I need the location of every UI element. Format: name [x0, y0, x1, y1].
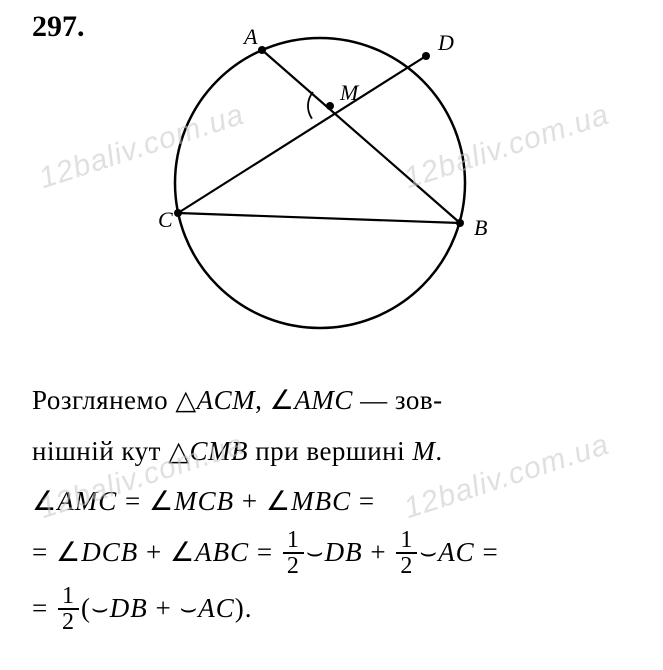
t2-cmb: CMB	[189, 436, 248, 466]
svg-text:C: C	[158, 207, 173, 232]
eq3-db: DB	[110, 593, 148, 623]
eq1-plus: +	[234, 486, 266, 516]
eq2-f1-den: 2	[283, 552, 304, 578]
eq2-start: =	[32, 537, 56, 567]
eq2-f2-den: 2	[396, 552, 417, 578]
eq3-plus: +	[148, 593, 180, 623]
t2a: нішній кут	[32, 436, 168, 466]
eq2-ang2: ∠	[170, 537, 195, 567]
equation-1: ∠∠AMCAMC = ∠MCB + ∠MBC =	[32, 479, 631, 524]
solution-text: Розглянемо △ACM, ∠AMC — зов- нішній кут …	[32, 378, 631, 642]
problem-number: 297.	[32, 10, 85, 44]
eq3-arc2s: ⌣	[180, 593, 199, 623]
t1-acm: ACM	[197, 385, 256, 415]
eq2-end: =	[475, 537, 499, 567]
eq3-start: =	[32, 593, 56, 623]
eq3-ac: AC	[198, 593, 235, 623]
eq1-mcb: MCB	[174, 486, 234, 516]
eq3-f-den: 2	[58, 608, 79, 634]
svg-text:B: B	[474, 215, 487, 240]
eq1-end: =	[351, 486, 375, 516]
svg-text:D: D	[437, 30, 454, 55]
eq1-ang2: ∠	[149, 486, 174, 516]
eq2-dcb: DCB	[81, 537, 138, 567]
eq3-f-num: 1	[58, 584, 79, 608]
eq1-mbc: MBC	[291, 486, 351, 516]
eq3-frac: 12	[58, 584, 79, 634]
eq2-frac2: 12	[396, 528, 417, 578]
t1a: Розглянемо	[32, 385, 175, 415]
eq2-arc1s: ⌣	[306, 537, 325, 567]
eq1-ang3: ∠	[266, 486, 291, 516]
eq2-f1-num: 1	[283, 528, 304, 552]
t2b: при вершині	[248, 436, 412, 466]
eq1-ang1: ∠	[32, 486, 57, 516]
eq2-f2-num: 1	[396, 528, 417, 552]
eq3-arc1s: ⌣	[91, 593, 110, 623]
eq2-arc2s: ⌣	[419, 537, 438, 567]
eq2-frac1: 12	[283, 528, 304, 578]
eq1-eq: =	[117, 486, 149, 516]
equation-3: = 12(⌣DB + ⌣AC).	[32, 586, 631, 636]
eq2-eq: =	[249, 537, 281, 567]
svg-text:M: M	[339, 80, 360, 105]
equation-2: = ∠DCB + ∠ABC = 12⌣DB + 12⌣AC =	[32, 530, 631, 580]
text-line-2: нішній кут △CMB при вершині M.	[32, 429, 631, 474]
eq2-plus1: +	[138, 537, 170, 567]
t1-tri: △	[175, 385, 196, 415]
page-root: 297. ADMCB Розглянемо △ACM, ∠AMC — зов- …	[0, 0, 663, 670]
svg-text:A: A	[242, 24, 258, 49]
eq2-db: DB	[325, 537, 363, 567]
t1-amc: AMC	[294, 385, 353, 415]
eq2-ac: AC	[438, 537, 475, 567]
t2c: .	[435, 436, 442, 466]
t1b: — зов-	[353, 385, 443, 415]
t2-tri: △	[168, 436, 189, 466]
eq2-plus2: +	[363, 537, 395, 567]
text-line-1: Розглянемо △ACM, ∠AMC — зов-	[32, 378, 631, 423]
t1-sep: ,	[255, 385, 270, 415]
t1-ang: ∠	[270, 385, 295, 415]
geometry-figure: A D M C B	[130, 8, 510, 348]
eq1-amc: AMC	[57, 486, 117, 516]
eq2-abc: ABC	[195, 537, 249, 567]
eq3-close: ).	[235, 593, 253, 623]
eq3-open: (	[81, 593, 91, 623]
eq2-ang1: ∠	[56, 537, 81, 567]
t2-m: M	[412, 436, 435, 466]
